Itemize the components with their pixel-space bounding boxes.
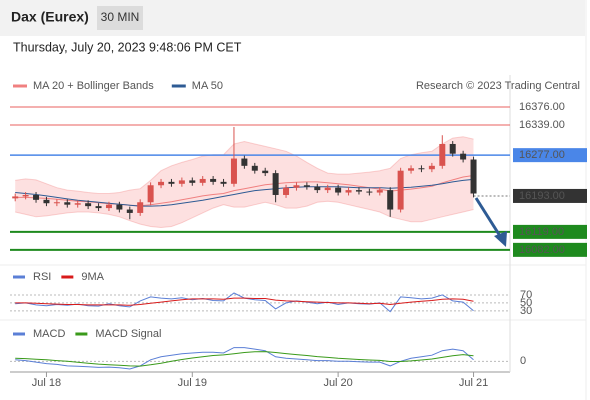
candle-body <box>178 180 185 184</box>
bollinger-upper <box>15 136 474 194</box>
x-tick-label: Jul 19 <box>178 377 207 389</box>
candle-body <box>460 153 467 160</box>
bollinger-band <box>15 136 474 228</box>
indicator-line <box>15 292 474 313</box>
timestamp: Thursday, July 20, 2023 9:48:06 PM CET <box>13 40 242 54</box>
candle-body <box>283 187 290 195</box>
candle-body <box>220 181 227 184</box>
y-tick-label: 0 <box>520 355 526 367</box>
y-tick-label: 70 <box>520 289 532 301</box>
legend-label: MA 50 <box>192 80 223 92</box>
legend-label: RSI <box>33 271 51 283</box>
x-tick-label: Jul 21 <box>459 377 488 389</box>
legend-label: MACD <box>33 328 65 340</box>
candle-body <box>324 187 331 191</box>
candle-body <box>272 173 279 195</box>
candle-body <box>387 190 394 210</box>
candle-body <box>64 202 71 205</box>
candle-body <box>314 186 321 191</box>
candle-body <box>241 158 248 166</box>
candle-body <box>293 185 300 188</box>
candle-body <box>449 143 456 154</box>
candle-body <box>335 187 342 193</box>
level-box <box>513 242 587 257</box>
candle-body <box>95 206 102 209</box>
candle-body <box>345 190 352 193</box>
candle-body <box>439 143 446 166</box>
indicator-line <box>15 297 474 306</box>
level-box <box>513 188 587 203</box>
candle-body <box>428 165 435 170</box>
legend-label: MACD Signal <box>95 328 161 340</box>
candle-body <box>12 196 19 199</box>
x-tick-label: Jul 18 <box>32 377 61 389</box>
candle-body <box>158 181 165 186</box>
level-box <box>513 224 587 239</box>
candle-body <box>22 194 29 197</box>
candle-body <box>397 170 404 210</box>
x-tick-label: Jul 20 <box>323 377 352 389</box>
level-label: 16082.00 <box>519 244 565 256</box>
candle-body <box>199 178 206 183</box>
candle-body <box>251 165 258 171</box>
instrument-title: Dax (Eurex) <box>11 9 89 25</box>
y-tick-label: 30 <box>520 305 532 317</box>
level-box <box>513 148 587 163</box>
candle-body <box>230 158 237 184</box>
candle-body <box>366 191 373 193</box>
candle-body <box>105 204 112 209</box>
candle-body <box>137 202 144 213</box>
candle-body <box>126 209 133 213</box>
candle-body <box>262 170 269 174</box>
level-label: 16376.00 <box>519 101 565 113</box>
candle-body <box>355 190 362 192</box>
candle-body <box>470 159 477 194</box>
candle-body <box>43 199 50 204</box>
bollinger-lower <box>15 200 474 229</box>
y-tick-label: 50 <box>520 297 532 309</box>
level-label: 16277.00 <box>519 149 565 161</box>
level-label: 16193.00 <box>519 190 565 202</box>
ma-line <box>15 178 474 207</box>
credit: Research © 2023 Trading Central <box>416 80 580 92</box>
indicator-line <box>15 347 474 370</box>
timeframe-label[interactable]: 30 MIN <box>101 10 140 24</box>
level-label: 16119.00 <box>519 226 564 238</box>
candle-body <box>189 180 196 183</box>
forecast-arrowhead <box>494 231 507 247</box>
candle-body <box>74 203 81 205</box>
candle-body <box>418 168 425 170</box>
legend-label: MA 20 + Bollinger Bands <box>33 80 154 92</box>
candle-body <box>210 178 217 182</box>
candle-body <box>408 168 415 171</box>
candle-body <box>116 204 123 210</box>
forecast-arrow <box>474 197 502 237</box>
level-label: 16339.00 <box>519 119 565 131</box>
candle-body <box>33 194 40 200</box>
candle-body <box>85 203 92 207</box>
candle-body <box>376 190 383 193</box>
candle-body <box>168 181 175 184</box>
candle-body <box>303 185 310 187</box>
timeframe-button[interactable] <box>97 6 143 30</box>
legend-label: 9MA <box>81 271 104 283</box>
candle-body <box>147 185 154 203</box>
candle-body <box>53 202 60 204</box>
indicator-line <box>15 351 474 367</box>
